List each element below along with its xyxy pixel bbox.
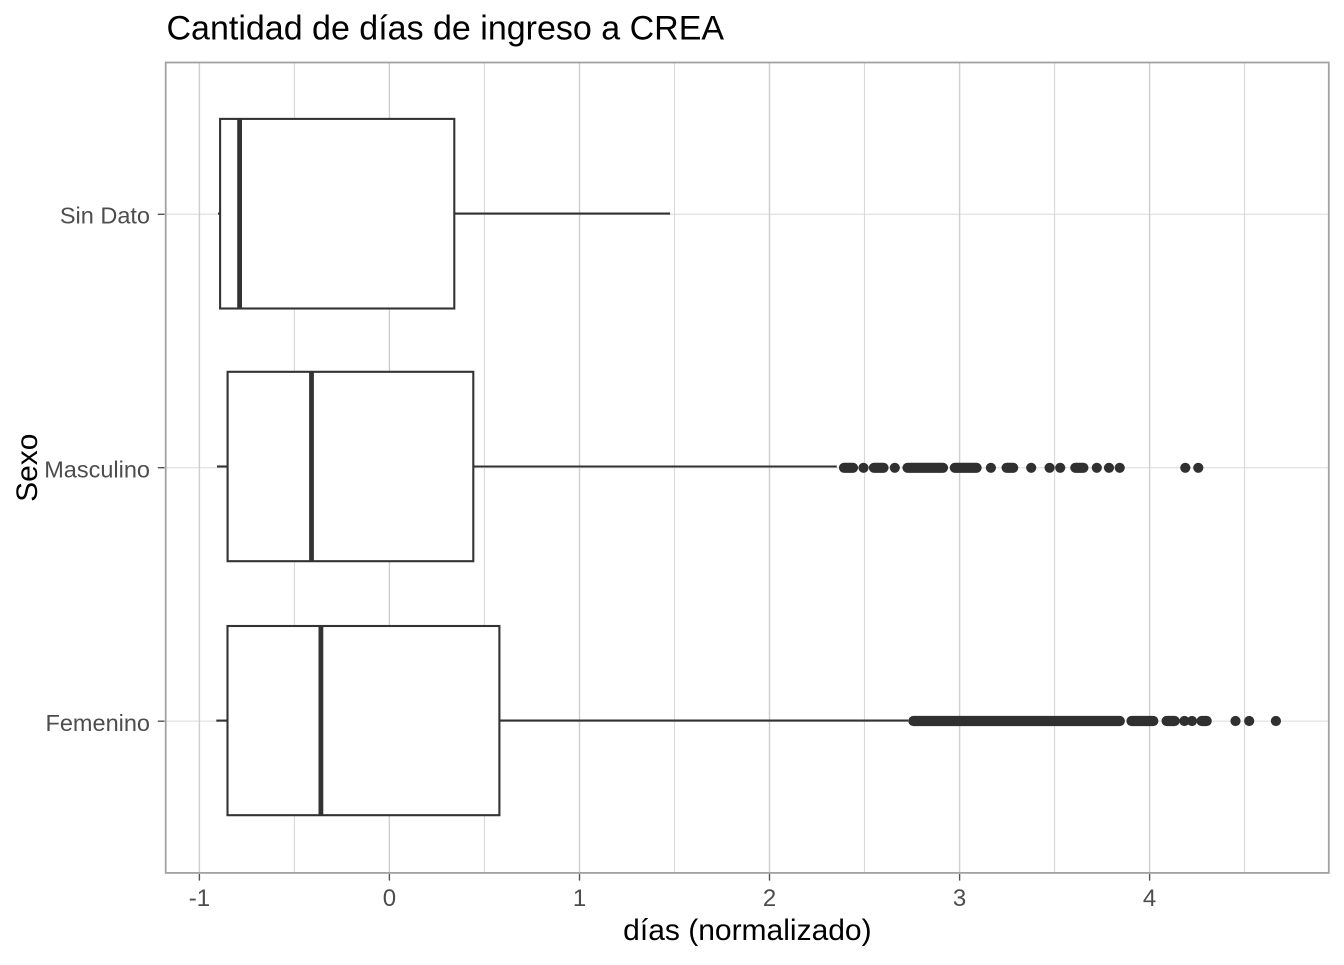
svg-text:días (normalizado): días (normalizado) [623,914,871,947]
svg-text:2: 2 [763,885,776,912]
svg-text:3: 3 [953,885,966,912]
svg-text:Sexo: Sexo [11,434,44,502]
svg-text:1: 1 [573,885,586,912]
svg-text:Cantidad de días de ingreso a: Cantidad de días de ingreso a CREA [167,9,725,47]
svg-text:4: 4 [1143,885,1156,912]
svg-text:Femenino: Femenino [46,710,151,736]
svg-text:0: 0 [383,885,396,912]
svg-text:Masculino: Masculino [44,457,150,483]
svg-text:-1: -1 [189,885,210,912]
svg-text:Sin Dato: Sin Dato [60,202,150,228]
